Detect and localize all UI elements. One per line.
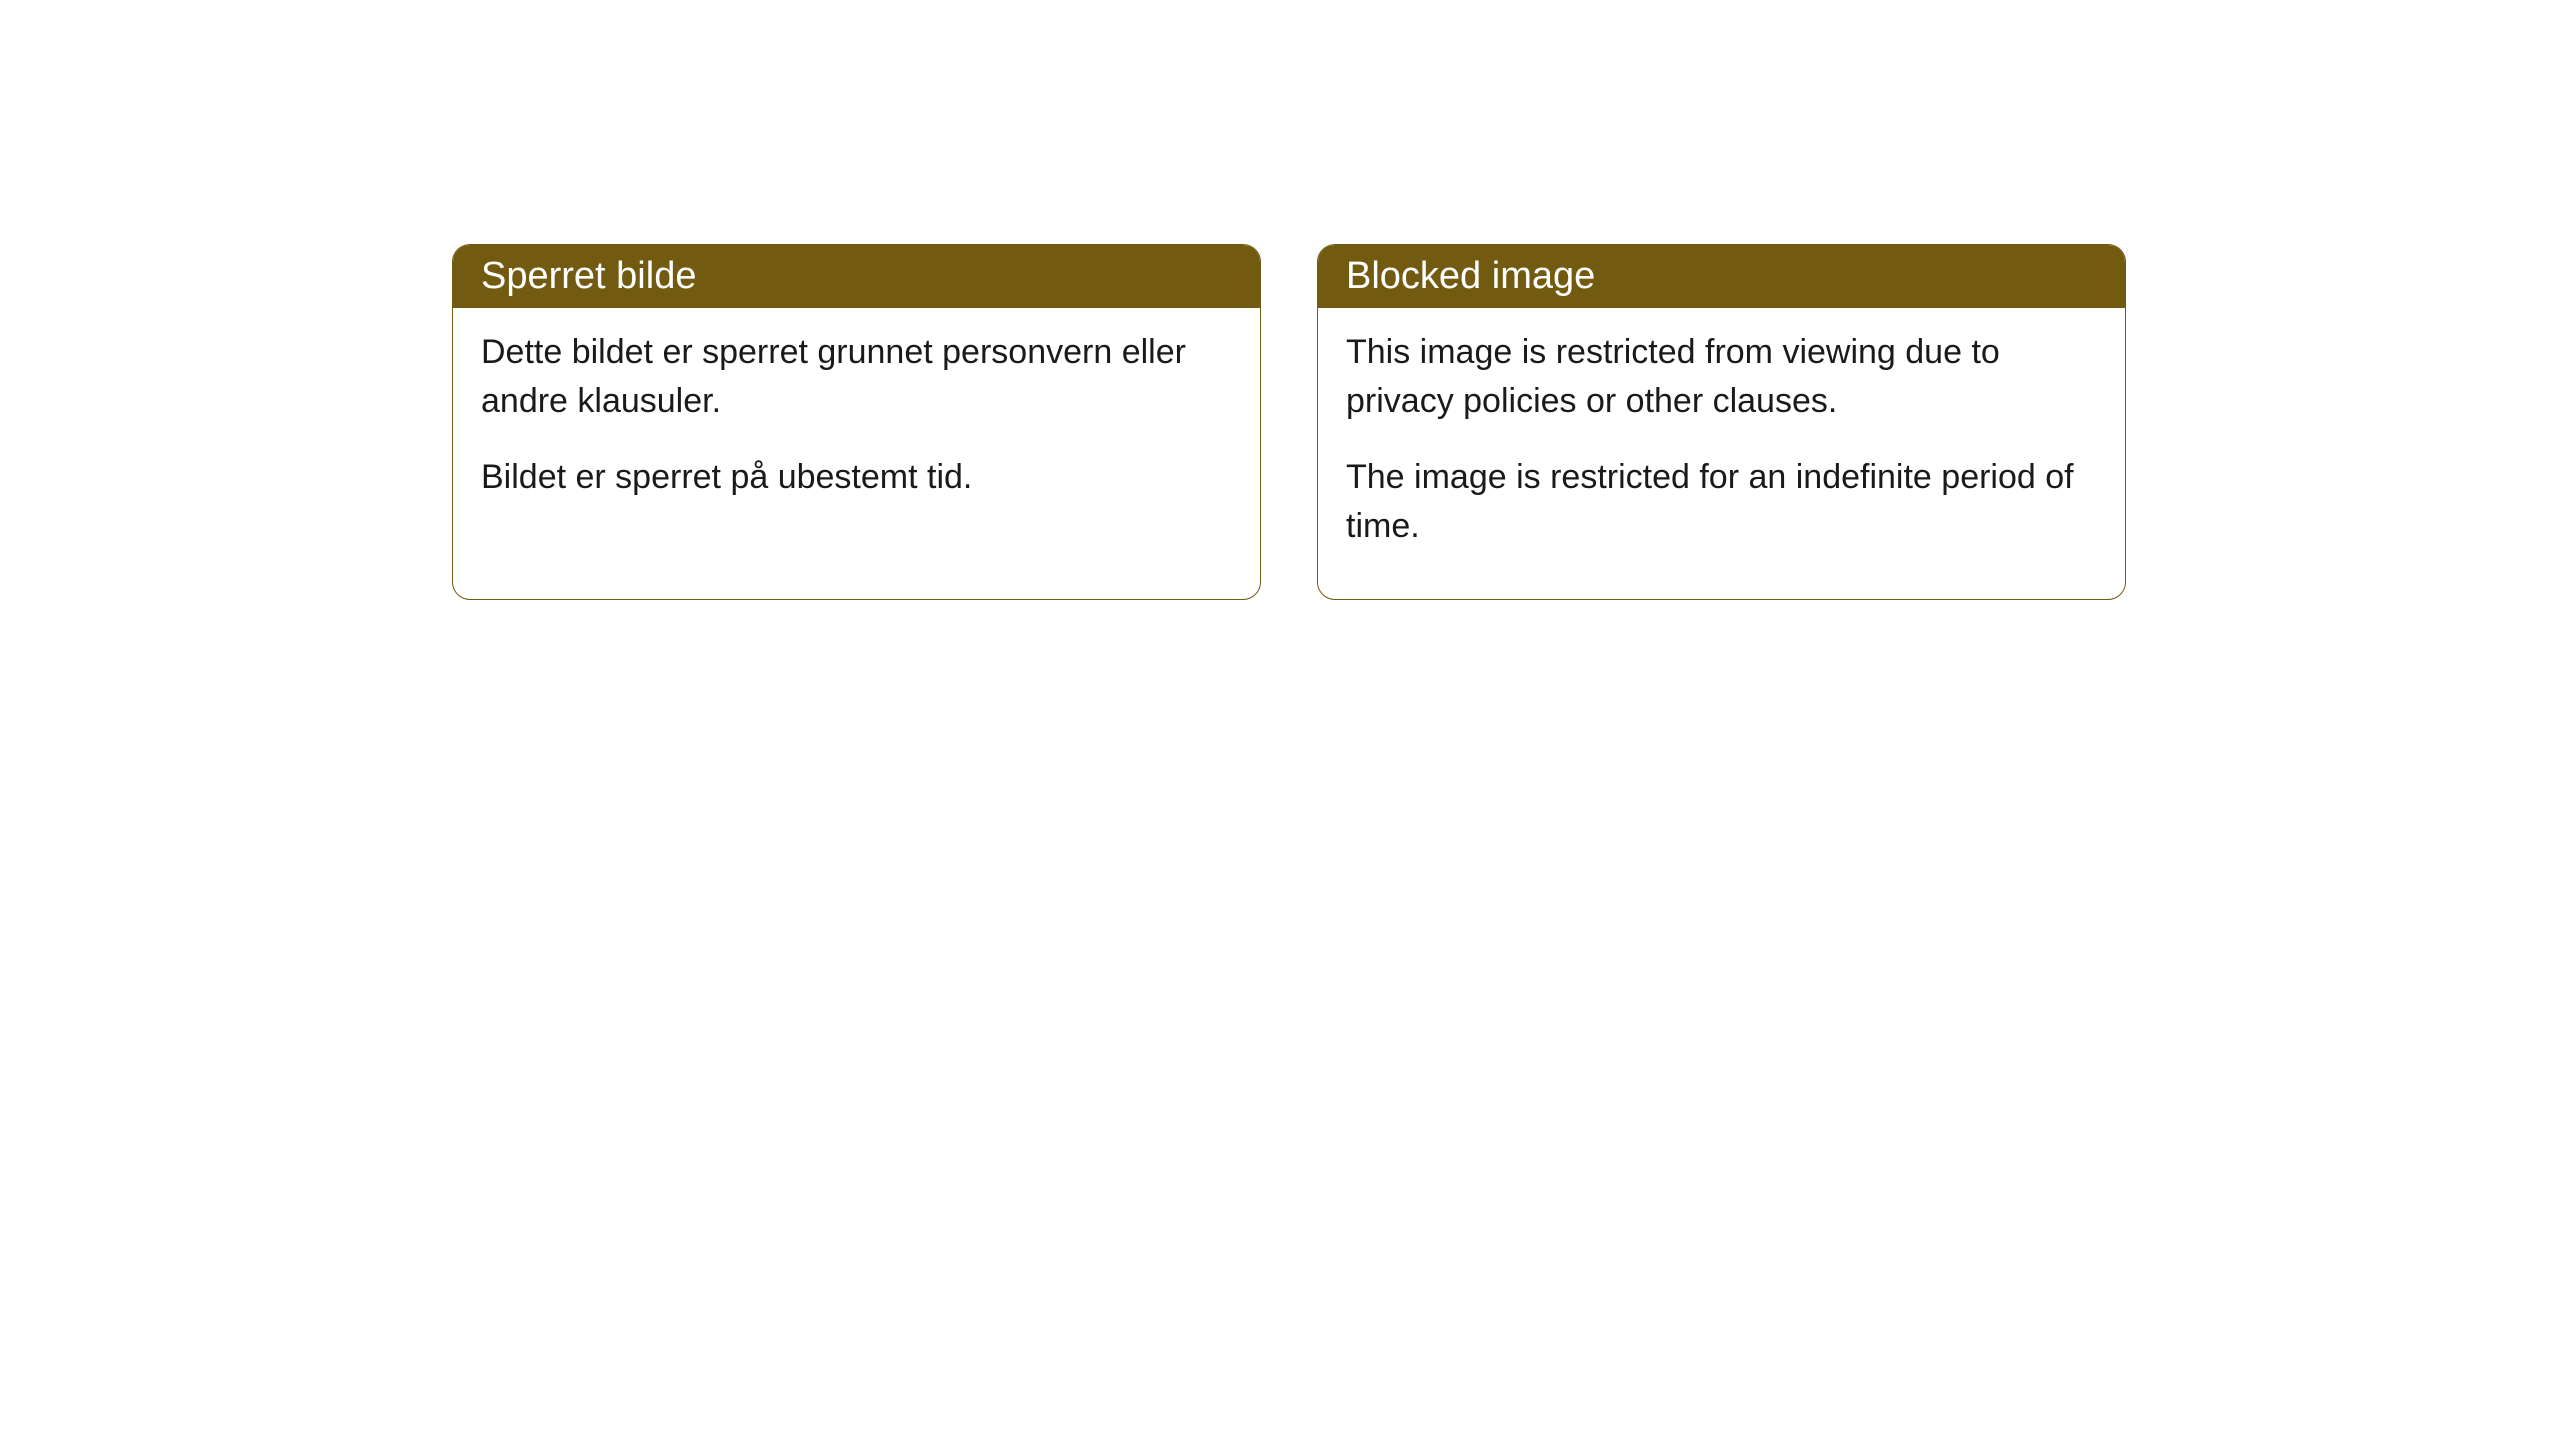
card-paragraph-2: The image is restricted for an indefinit… [1346,453,2097,552]
card-title-text: Sperret bilde [481,255,696,297]
card-header-norwegian: Sperret bilde [453,245,1260,308]
card-paragraph-2: Bildet er sperret på ubestemt tid. [481,453,1232,502]
card-paragraph-1: Dette bildet er sperret grunnet personve… [481,328,1232,427]
blocked-image-card-english: Blocked image This image is restricted f… [1317,244,2126,600]
card-body-english: This image is restricted from viewing du… [1318,308,2125,599]
card-title-text: Blocked image [1346,255,1595,297]
card-body-norwegian: Dette bildet er sperret grunnet personve… [453,308,1260,550]
card-paragraph-1: This image is restricted from viewing du… [1346,328,2097,427]
card-header-english: Blocked image [1318,245,2125,308]
blocked-image-card-norwegian: Sperret bilde Dette bildet er sperret gr… [452,244,1261,600]
notice-cards-container: Sperret bilde Dette bildet er sperret gr… [452,244,2126,600]
